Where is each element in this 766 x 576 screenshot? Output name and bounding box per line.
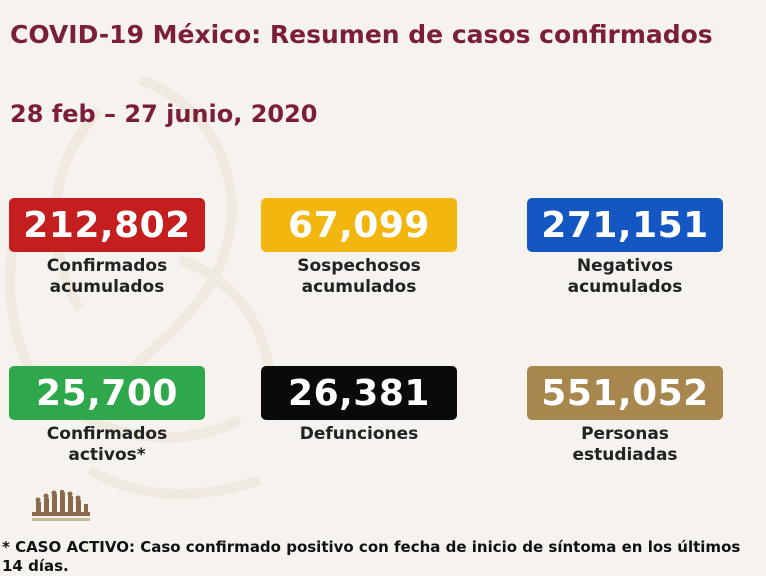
stat-label-line1: Confirmados [46,256,168,276]
stat-value-box: 67,099 [261,198,457,252]
stat-value-box: 212,802 [9,198,205,252]
stat-label-line2: activos* [68,445,146,465]
stat-label-line2: estudiadas [572,445,678,465]
stat-value-box: 25,700 [9,366,205,420]
stat-label-line2: acumulados [301,277,417,297]
stat-label-line1: Negativos [576,256,674,276]
stat-label-line2: acumulados [49,277,165,297]
stat-label: Defunciones [261,424,457,445]
footnote: * CASO ACTIVO: Caso confirmado positivo … [2,538,741,575]
stat-value-box: 26,381 [261,366,457,420]
stat-label: Negativos acumulados [527,256,723,298]
stat-label: Personas estudiadas [527,424,723,466]
stat-personas-estudiadas: 551,052 Personas estudiadas [527,366,723,466]
stat-negativos-acumulados: 271,151 Negativos acumulados [527,198,723,298]
stat-confirmados-activos: 25,700 Confirmados activos* [9,366,205,466]
stat-label-line1: Confirmados [46,424,168,444]
government-logo-icon [32,490,90,521]
stat-label: Sospechosos acumulados [261,256,457,298]
stat-label: Confirmados acumulados [9,256,205,298]
page-title: COVID-19 México: Resumen de casos confir… [10,20,713,49]
stat-label: Confirmados activos* [9,424,205,466]
stat-sospechosos-acumulados: 67,099 Sospechosos acumulados [261,198,457,298]
stat-label-line1: Personas [581,424,669,444]
stat-label-line2: acumulados [567,277,683,297]
stat-value-box: 551,052 [527,366,723,420]
stat-label-line1: Defunciones [299,424,419,444]
stat-confirmados-acumulados: 212,802 Confirmados acumulados [9,198,205,298]
stat-label-line1: Sospechosos [297,256,421,276]
stat-defunciones: 26,381 Defunciones [261,366,457,445]
date-range: 28 feb – 27 junio, 2020 [10,100,318,128]
stat-value-box: 271,151 [527,198,723,252]
